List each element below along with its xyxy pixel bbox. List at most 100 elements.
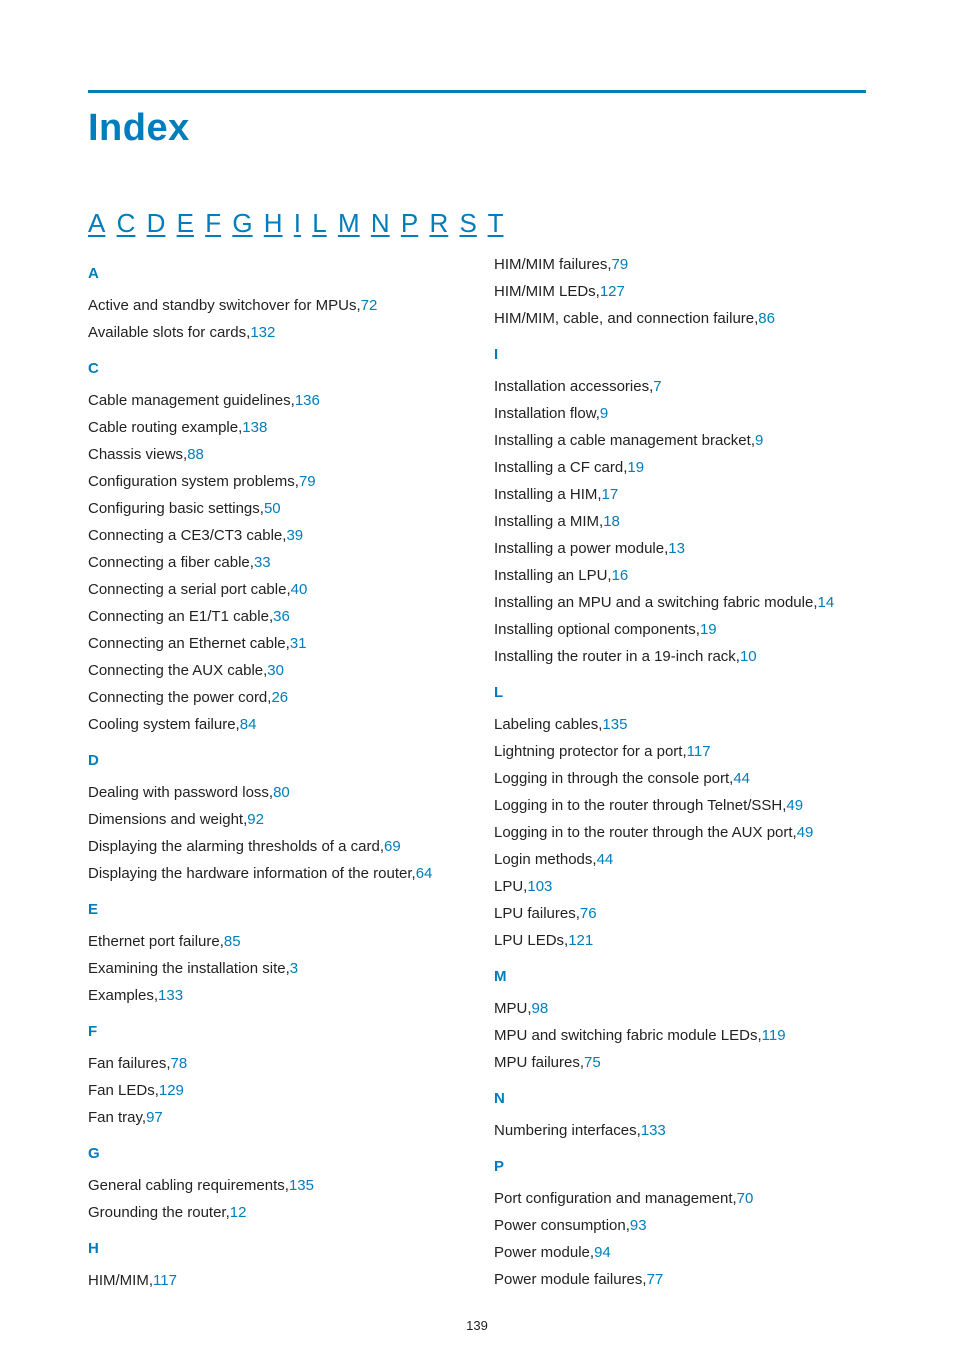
section-head-l: L bbox=[494, 684, 866, 701]
nav-letter-m[interactable]: M bbox=[338, 208, 360, 238]
entry-page-link[interactable]: 94 bbox=[594, 1244, 611, 1261]
entry-page-link[interactable]: 12 bbox=[230, 1204, 247, 1221]
nav-letter-s[interactable]: S bbox=[459, 208, 476, 238]
entry-page-link[interactable]: 13 bbox=[668, 540, 685, 557]
entry-page-link[interactable]: 19 bbox=[627, 459, 644, 476]
nav-letter-h[interactable]: H bbox=[264, 208, 283, 238]
entry-page-link[interactable]: 14 bbox=[818, 594, 835, 611]
index-entry: Installation accessories,7 bbox=[494, 373, 866, 400]
entry-page-link[interactable]: 26 bbox=[271, 689, 288, 706]
entry-page-link[interactable]: 119 bbox=[762, 1027, 786, 1044]
nav-letter-r[interactable]: R bbox=[429, 208, 448, 238]
entry-page-link[interactable]: 88 bbox=[187, 446, 204, 463]
entry-page-link[interactable]: 84 bbox=[240, 716, 257, 733]
entry-text: Installing the router in a 19-inch rack, bbox=[494, 648, 740, 665]
entry-page-link[interactable]: 135 bbox=[602, 716, 627, 733]
entry-page-link[interactable]: 133 bbox=[158, 987, 183, 1004]
entry-page-link[interactable]: 17 bbox=[602, 486, 619, 503]
entry-page-link[interactable]: 33 bbox=[254, 554, 271, 571]
entry-page-link[interactable]: 19 bbox=[700, 621, 717, 638]
entry-page-link[interactable]: 49 bbox=[797, 824, 814, 841]
index-entry: Installing a MIM,18 bbox=[494, 508, 866, 535]
index-entry: Examples,133 bbox=[88, 982, 460, 1009]
nav-letter-n[interactable]: N bbox=[371, 208, 390, 238]
entry-text: MPU failures, bbox=[494, 1054, 584, 1071]
entry-page-link[interactable]: 39 bbox=[286, 527, 303, 544]
entry-text: Installing optional components, bbox=[494, 621, 700, 638]
index-entry: Connecting an Ethernet cable,31 bbox=[88, 630, 460, 657]
entry-page-link[interactable]: 3 bbox=[290, 960, 298, 977]
entry-page-link[interactable]: 44 bbox=[733, 770, 750, 787]
entry-page-link[interactable]: 31 bbox=[290, 635, 307, 652]
entry-page-link[interactable]: 49 bbox=[786, 797, 803, 814]
entry-page-link[interactable]: 79 bbox=[612, 256, 629, 273]
entry-text: Labeling cables, bbox=[494, 716, 602, 733]
entry-text: LPU LEDs, bbox=[494, 932, 568, 949]
entry-page-link[interactable]: 103 bbox=[527, 878, 552, 895]
entry-page-link[interactable]: 133 bbox=[641, 1122, 666, 1139]
entry-page-link[interactable]: 92 bbox=[247, 811, 264, 828]
entry-page-link[interactable]: 135 bbox=[289, 1177, 314, 1194]
entry-text: MPU and switching fabric module LEDs, bbox=[494, 1027, 762, 1044]
index-entry: Power module failures,77 bbox=[494, 1266, 866, 1293]
nav-letter-e[interactable]: E bbox=[177, 208, 194, 238]
index-entry: Installing a HIM,17 bbox=[494, 481, 866, 508]
entry-text: Cable routing example, bbox=[88, 419, 242, 436]
index-entry: Installation flow,9 bbox=[494, 400, 866, 427]
nav-letter-d[interactable]: D bbox=[147, 208, 166, 238]
entry-page-link[interactable]: 44 bbox=[597, 851, 614, 868]
entry-page-link[interactable]: 85 bbox=[224, 933, 241, 950]
entry-page-link[interactable]: 16 bbox=[612, 567, 629, 584]
entry-page-link[interactable]: 117 bbox=[153, 1272, 177, 1289]
nav-letter-t[interactable]: T bbox=[488, 208, 504, 238]
entry-page-link[interactable]: 79 bbox=[299, 473, 316, 490]
entry-page-link[interactable]: 36 bbox=[273, 608, 290, 625]
index-entry: Connecting the AUX cable,30 bbox=[88, 657, 460, 684]
index-entry: Connecting an E1/T1 cable,36 bbox=[88, 603, 460, 630]
entry-page-link[interactable]: 72 bbox=[361, 297, 378, 314]
entry-page-link[interactable]: 75 bbox=[584, 1054, 601, 1071]
entry-page-link[interactable]: 9 bbox=[755, 432, 763, 449]
entry-page-link[interactable]: 9 bbox=[600, 405, 608, 422]
entry-page-link[interactable]: 93 bbox=[630, 1217, 647, 1234]
entry-page-link[interactable]: 40 bbox=[291, 581, 308, 598]
index-entry: Logging in to the router through the AUX… bbox=[494, 819, 866, 846]
entry-page-link[interactable]: 138 bbox=[242, 419, 267, 436]
nav-letter-g[interactable]: G bbox=[232, 208, 252, 238]
nav-letter-l[interactable]: L bbox=[312, 208, 326, 238]
index-entry: Connecting a serial port cable,40 bbox=[88, 576, 460, 603]
entry-page-link[interactable]: 97 bbox=[146, 1109, 163, 1126]
entry-page-link[interactable]: 132 bbox=[250, 324, 275, 341]
entry-page-link[interactable]: 64 bbox=[416, 865, 433, 882]
entry-page-link[interactable]: 50 bbox=[264, 500, 281, 517]
entry-page-link[interactable]: 127 bbox=[600, 283, 625, 300]
entry-page-link[interactable]: 7 bbox=[653, 378, 661, 395]
entry-page-link[interactable]: 30 bbox=[267, 662, 284, 679]
entry-page-link[interactable]: 80 bbox=[273, 784, 290, 801]
nav-letter-a[interactable]: A bbox=[88, 208, 105, 238]
index-entry: HIM/MIM LEDs,127 bbox=[494, 278, 866, 305]
entry-page-link[interactable]: 77 bbox=[647, 1271, 664, 1288]
entry-page-link[interactable]: 69 bbox=[384, 838, 401, 855]
entry-page-link[interactable]: 98 bbox=[532, 1000, 549, 1017]
entry-text: HIM/MIM failures, bbox=[494, 256, 612, 273]
entry-page-link[interactable]: 18 bbox=[603, 513, 620, 530]
index-entry: HIM/MIM failures,79 bbox=[494, 251, 866, 278]
entry-page-link[interactable]: 121 bbox=[568, 932, 593, 949]
entry-page-link[interactable]: 117 bbox=[687, 743, 711, 760]
entry-text: Installing an MPU and a switching fabric… bbox=[494, 594, 818, 611]
index-entry: Connecting a fiber cable,33 bbox=[88, 549, 460, 576]
entry-page-link[interactable]: 10 bbox=[740, 648, 757, 665]
entry-page-link[interactable]: 86 bbox=[758, 310, 775, 327]
entry-page-link[interactable]: 76 bbox=[580, 905, 597, 922]
entry-page-link[interactable]: 78 bbox=[171, 1055, 188, 1072]
entry-page-link[interactable]: 136 bbox=[295, 392, 320, 409]
index-entry: MPU failures,75 bbox=[494, 1049, 866, 1076]
section-head-h: H bbox=[88, 1240, 460, 1257]
nav-letter-c[interactable]: C bbox=[117, 208, 136, 238]
entry-page-link[interactable]: 70 bbox=[737, 1190, 754, 1207]
nav-letter-f[interactable]: F bbox=[205, 208, 221, 238]
nav-letter-p[interactable]: P bbox=[401, 208, 418, 238]
entry-page-link[interactable]: 129 bbox=[159, 1082, 184, 1099]
nav-letter-i[interactable]: I bbox=[294, 208, 301, 238]
